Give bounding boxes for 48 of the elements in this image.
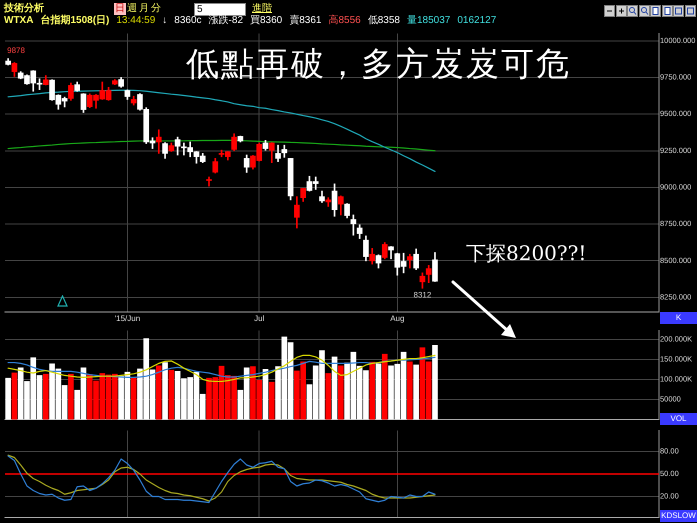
text: 5: [194, 3, 246, 16]
text: 買8360: [250, 15, 282, 27]
bar: [332, 356, 338, 420]
bar: [407, 361, 413, 420]
text: VOL: [660, 413, 697, 425]
text: KDSLOW: [660, 510, 697, 522]
x-tick-label: Aug: [390, 314, 404, 324]
text: 13:44:59: [116, 15, 156, 27]
text: ↓: [162, 15, 168, 27]
bar: [268, 382, 275, 420]
text: 進階: [252, 3, 272, 15]
bar: [325, 373, 332, 420]
bar: [156, 365, 162, 420]
text: 8360c: [174, 15, 202, 27]
bar: [5, 378, 11, 420]
bar: [432, 345, 438, 420]
chart-title: 低點再破，多方岌岌可危: [186, 44, 571, 84]
text: 賣8361: [289, 15, 322, 27]
x-tick-label: '15/Jun: [114, 314, 140, 324]
annotation: 8312: [414, 290, 432, 300]
text: 漲跌-82: [208, 15, 243, 27]
text: 週: [127, 3, 137, 15]
bar: [162, 362, 168, 420]
annotation: 9878: [7, 46, 26, 55]
text: WTXA: [4, 15, 34, 27]
bar: [413, 364, 419, 420]
bar: [376, 363, 382, 420]
bar: [68, 374, 74, 420]
bar: [168, 370, 174, 420]
text: K: [660, 312, 697, 324]
bar: [12, 372, 18, 420]
text: 低8358: [368, 15, 400, 27]
text: 台指期1508(日): [40, 15, 110, 27]
text: 日: [114, 3, 126, 15]
bar: [338, 365, 344, 420]
text: 下探8200??!: [466, 240, 586, 266]
bar: [382, 354, 388, 420]
text: 0162127: [457, 15, 496, 27]
text: 月: [139, 3, 149, 15]
text: 分: [151, 3, 161, 15]
bar: [130, 377, 137, 420]
x-tick-label: Jul: [254, 314, 265, 324]
text: 技術分析: [4, 3, 44, 14]
bar: [42, 374, 49, 420]
text: 高8556: [328, 15, 361, 27]
text: 量185037: [407, 15, 450, 27]
bar: [262, 369, 268, 420]
bar: [369, 362, 376, 420]
